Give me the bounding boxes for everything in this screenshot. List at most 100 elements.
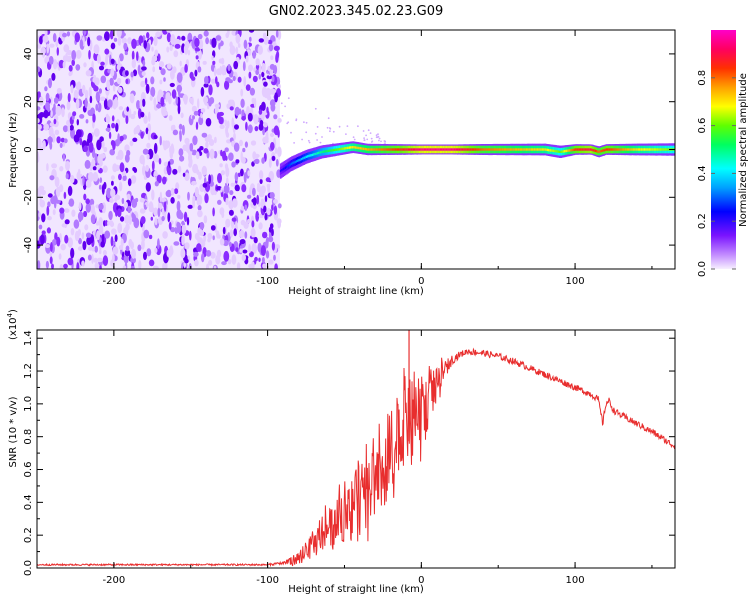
- heatmap-track-ridge: [427, 148, 430, 151]
- heatmap-track-ridge: [420, 148, 422, 151]
- heatmap-noise-blob: [265, 238, 269, 249]
- heatmap-y-tick-label: 40: [23, 48, 34, 61]
- heatmap-noise-blob: [213, 190, 217, 196]
- snr-y-tick-label: 0.0: [23, 560, 34, 576]
- heatmap-noise-blob: [87, 246, 94, 251]
- heatmap-noise-blob: [253, 114, 259, 125]
- heatmap-noise-blob: [67, 237, 73, 248]
- heatmap-noise-blob: [67, 185, 73, 196]
- heatmap-track-ridge: [286, 165, 288, 169]
- heatmap-noise-blob: [249, 186, 252, 197]
- colorbar: 0.0 0.2 0.4 0.6 0.8 Normalized spectral ampl…: [697, 30, 749, 277]
- heatmap-scatter-dot: [321, 136, 323, 138]
- heatmap-track-ridge: [614, 148, 616, 151]
- heatmap-noise-blob: [275, 159, 279, 167]
- heatmap-noise-blob: [234, 106, 240, 116]
- heatmap-noise-blob: [77, 168, 81, 177]
- heatmap-noise-blob: [56, 236, 61, 247]
- heatmap-noise-blob: [38, 224, 43, 230]
- heatmap-noise-blob: [98, 184, 102, 190]
- heatmap-track-ridge: [443, 148, 446, 151]
- heatmap-noise-blob: [105, 115, 111, 124]
- heatmap-noise-blob: [42, 35, 49, 43]
- heatmap-noise-blob: [262, 231, 268, 239]
- heatmap-noise-blob: [150, 86, 156, 98]
- snr-series-line: [37, 347, 675, 568]
- heatmap-noise-blob: [102, 165, 108, 173]
- heatmap-noise-blob: [100, 75, 107, 84]
- heatmap-track-ridge: [291, 162, 293, 165]
- heatmap-noise-blob: [55, 105, 62, 116]
- heatmap-track-ridge: [514, 148, 517, 151]
- heatmap-noise-blob: [275, 30, 279, 38]
- heatmap-noise-blob: [53, 118, 57, 125]
- heatmap-track-ridge: [315, 152, 318, 155]
- heatmap-noise-blob: [91, 246, 95, 252]
- heatmap-noise-blob: [191, 180, 197, 186]
- heatmap-noise-blob: [243, 76, 247, 87]
- heatmap-noise-blob: [192, 115, 195, 120]
- heatmap-track-ridge: [561, 150, 564, 153]
- heatmap-track-ridge: [405, 148, 407, 151]
- heatmap-noise-blob: [240, 205, 245, 211]
- snr-y-label: SNR (10 * v/v): [8, 396, 19, 467]
- heatmap-track-ridge: [480, 148, 482, 151]
- heatmap-noise-blob: [172, 168, 178, 175]
- heatmap-track-ridge: [324, 150, 326, 153]
- heatmap-noise-blob: [188, 157, 193, 167]
- heatmap-track-ridge: [457, 148, 459, 151]
- heatmap-track-ridge: [426, 148, 428, 151]
- heatmap-track-ridge: [356, 146, 358, 149]
- heatmap-noise-blob: [93, 85, 99, 92]
- heatmap-noise-blob: [253, 159, 260, 164]
- heatmap-noise-blob: [183, 211, 188, 222]
- heatmap-noise-blob: [191, 149, 198, 156]
- heatmap-track-ridge: [495, 148, 497, 151]
- heatmap-noise-blob: [270, 55, 274, 60]
- heatmap-noise-blob: [152, 265, 159, 269]
- heatmap-noise-blob: [79, 114, 85, 119]
- heatmap-track-ridge: [283, 167, 286, 170]
- heatmap-noise-blob: [140, 216, 146, 225]
- heatmap-noise-blob: [260, 186, 265, 197]
- heatmap-track-ridge: [294, 160, 297, 164]
- heatmap-signal-track: [279, 141, 675, 179]
- heatmap-track-ridge: [368, 148, 371, 151]
- heatmap-track-ridge: [603, 149, 605, 152]
- heatmap-noise-blob: [246, 194, 252, 199]
- heatmap-track-ridge: [337, 148, 340, 151]
- heatmap-noise-blob: [147, 129, 151, 141]
- heatmap-noise-blob: [133, 167, 138, 173]
- heatmap-scatter-dot: [316, 126, 319, 128]
- heatmap-noise-blob: [188, 263, 192, 269]
- heatmap-track-ridge: [534, 148, 537, 151]
- heatmap-noise-blob: [94, 152, 98, 164]
- heatmap-noise-blob: [117, 222, 123, 234]
- heatmap-scatter-dot: [308, 141, 311, 144]
- heatmap-noise-blob: [169, 82, 175, 88]
- heatmap-noise-blob: [240, 168, 244, 177]
- heatmap-noise-blob: [263, 205, 267, 213]
- heatmap-noise-blob: [38, 212, 41, 218]
- heatmap-noise-blob: [220, 57, 225, 65]
- heatmap-noise-blob: [201, 165, 207, 176]
- heatmap-noise-blob: [129, 93, 135, 104]
- heatmap-noise-blob: [52, 33, 57, 43]
- heatmap-noise-blob: [124, 51, 128, 56]
- heatmap-track-ridge: [533, 148, 535, 151]
- heatmap-noise-blob: [203, 215, 208, 224]
- heatmap-noise-blob: [228, 209, 234, 216]
- heatmap-noise-blob: [240, 88, 244, 97]
- heatmap-track-ridge: [388, 148, 390, 151]
- heatmap-track-ridge: [588, 148, 591, 151]
- heatmap-noise-blob: [172, 124, 176, 130]
- heatmap-noise-blob: [208, 259, 213, 266]
- heatmap-track-ridge: [393, 148, 395, 151]
- heatmap-track-ridge: [548, 148, 550, 152]
- heatmap-track-ridge: [571, 148, 573, 152]
- heatmap-noise-blob: [58, 253, 62, 260]
- heatmap-noise-blob: [194, 186, 199, 198]
- heatmap-noise-blob: [192, 197, 196, 209]
- heatmap-track-ridge: [479, 148, 481, 151]
- heatmap-noise-blob: [267, 184, 270, 194]
